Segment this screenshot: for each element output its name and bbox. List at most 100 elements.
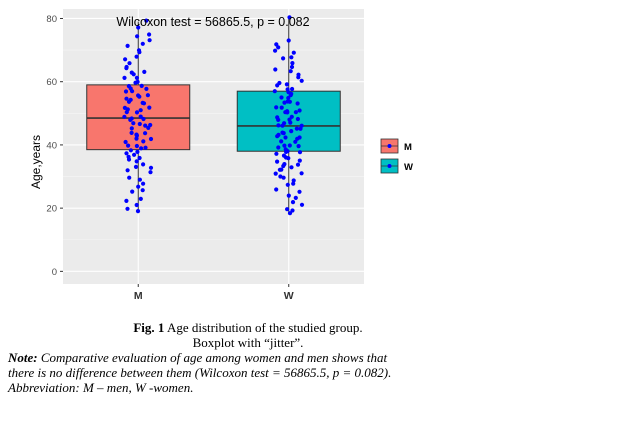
data-point <box>138 196 143 201</box>
y-axis-label: Age,years <box>29 135 43 189</box>
data-point <box>141 116 146 122</box>
data-point <box>296 144 301 149</box>
data-point <box>133 164 139 169</box>
data-point <box>137 155 142 161</box>
data-point <box>141 162 146 167</box>
data-point <box>279 139 284 144</box>
data-point <box>124 64 129 70</box>
data-point <box>126 154 131 159</box>
data-point <box>295 101 300 106</box>
data-point <box>137 177 142 182</box>
data-point <box>289 114 294 119</box>
data-point <box>139 146 144 151</box>
chart-title: Wilcoxon test = 56865.5, p = 0.082 <box>116 15 309 29</box>
data-point <box>134 75 139 80</box>
data-point <box>285 207 290 212</box>
data-point <box>287 117 292 122</box>
data-point <box>273 48 278 53</box>
data-point <box>274 42 279 47</box>
data-point <box>131 121 136 126</box>
data-point <box>135 79 140 84</box>
fig-text: Age distribution of the studied group. <box>164 320 363 335</box>
data-point <box>295 136 300 141</box>
data-point <box>287 143 292 148</box>
data-point <box>281 131 286 136</box>
data-point <box>138 108 143 113</box>
data-point <box>291 50 296 55</box>
data-point <box>273 67 278 72</box>
data-point <box>275 159 280 164</box>
data-point <box>140 41 145 46</box>
data-point <box>147 38 152 43</box>
data-point <box>286 193 291 198</box>
data-point <box>287 15 292 20</box>
data-point <box>147 105 152 110</box>
data-point <box>299 171 304 176</box>
data-point <box>285 87 290 92</box>
data-point <box>290 200 296 205</box>
data-point <box>276 45 281 50</box>
data-point <box>132 152 137 157</box>
data-point <box>122 114 127 119</box>
figure-caption: Fig. 1 Age distribution of the studied g… <box>8 320 488 395</box>
data-point <box>285 99 290 104</box>
note-text: Comparative evaluation of age among wome… <box>37 350 388 365</box>
data-point <box>141 181 146 186</box>
y-tick-label: 60 <box>46 77 57 88</box>
data-point <box>148 122 153 128</box>
data-point <box>129 130 134 135</box>
data-point <box>143 123 148 128</box>
data-point <box>134 202 139 208</box>
data-point <box>129 116 134 121</box>
data-point <box>148 170 153 175</box>
data-point <box>144 86 149 91</box>
data-point <box>282 100 287 105</box>
data-point <box>135 209 141 214</box>
data-point <box>295 162 301 167</box>
data-point <box>295 116 300 122</box>
data-point <box>289 165 294 170</box>
data-point <box>281 153 287 158</box>
data-point <box>125 206 130 211</box>
data-point <box>140 100 145 105</box>
legend-label: M <box>404 142 412 153</box>
legend-label: W <box>404 162 413 173</box>
data-point <box>293 139 298 144</box>
data-point <box>282 143 287 148</box>
data-point <box>140 188 145 193</box>
data-point <box>141 139 146 144</box>
data-point <box>126 143 131 148</box>
data-point <box>290 86 295 92</box>
data-point <box>136 93 141 98</box>
data-point <box>290 61 295 66</box>
data-point <box>294 126 299 131</box>
data-point <box>285 109 290 114</box>
data-point <box>281 56 286 61</box>
data-point <box>293 195 298 200</box>
data-point <box>276 123 281 128</box>
data-point <box>123 89 129 94</box>
data-point <box>125 43 130 49</box>
data-point <box>299 78 304 83</box>
data-point <box>139 83 144 88</box>
data-point <box>123 139 128 145</box>
data-point <box>124 198 129 203</box>
data-point <box>275 115 280 120</box>
data-point <box>287 211 293 216</box>
data-point <box>297 108 302 113</box>
data-point <box>143 131 148 136</box>
data-point <box>123 57 128 62</box>
data-point <box>286 38 291 43</box>
data-point <box>273 171 278 176</box>
note: Note: Comparative evaluation of age amon… <box>8 350 488 365</box>
data-point <box>124 151 129 156</box>
data-point <box>135 149 140 154</box>
data-point <box>136 25 141 30</box>
data-point <box>124 96 129 101</box>
data-point <box>274 105 279 110</box>
jitter-points <box>122 15 305 216</box>
data-point <box>293 110 298 115</box>
data-point <box>284 82 289 87</box>
data-point <box>129 126 134 131</box>
